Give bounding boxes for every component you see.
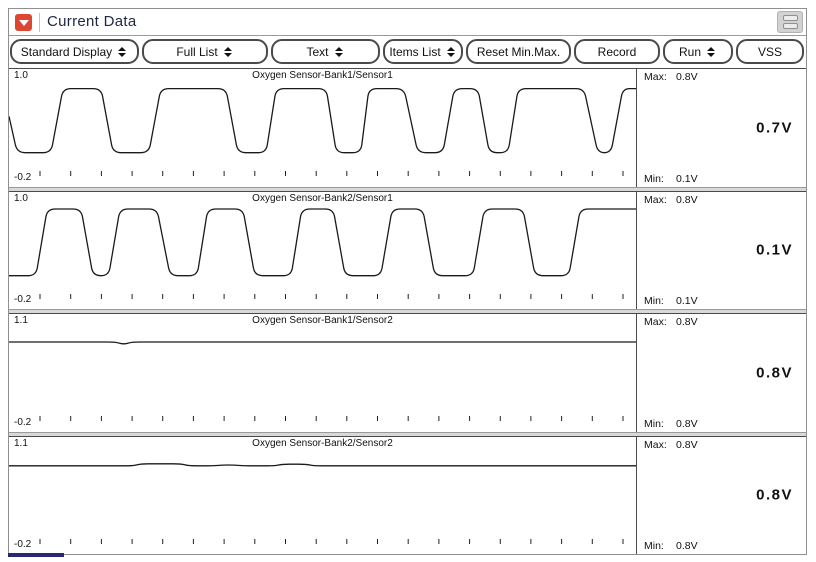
waveform-chart: 1.0 Oxygen Sensor-Bank2/Sensor1 -0.2 bbox=[9, 192, 636, 310]
app-window: Current Data Standard Display Full List Te… bbox=[8, 8, 807, 557]
chevron-down-icon bbox=[18, 20, 29, 26]
toolbar: Standard Display Full List Text Items List R… bbox=[9, 36, 806, 67]
sensor-panel-oxygen-sensor-bank2-sensor1: 1.0 Oxygen Sensor-Bank2/Sensor1 -0.2 Max: 0.… bbox=[9, 190, 806, 310]
max-readout: Max: 0.8V bbox=[644, 194, 698, 206]
page-title: Current Data bbox=[47, 13, 137, 30]
up-down-arrows-icon bbox=[118, 46, 127, 57]
max-value: 0.8V bbox=[676, 193, 698, 206]
toolbar-button-standard-display[interactable]: Standard Display bbox=[10, 39, 139, 64]
toolbar-button-items-list[interactable]: Items List bbox=[383, 39, 463, 64]
min-readout: Min: 0.8V bbox=[644, 540, 698, 552]
min-value: 0.1V bbox=[676, 172, 698, 185]
max-readout: Max: 0.8V bbox=[644, 439, 698, 451]
chart-title: Oxygen Sensor-Bank1/Sensor1 bbox=[252, 70, 393, 81]
titlebar: Current Data bbox=[9, 9, 806, 36]
min-label: Min: bbox=[644, 540, 664, 552]
min-value: 0.1V bbox=[676, 295, 698, 307]
x-axis-ticks bbox=[39, 293, 624, 299]
max-label: Max: bbox=[644, 193, 667, 206]
y-axis-max-label: 1.1 bbox=[14, 315, 28, 326]
page-bar-icon bbox=[782, 15, 798, 21]
min-value: 0.8V bbox=[676, 417, 698, 430]
min-readout: Min: 0.1V bbox=[644, 295, 698, 307]
max-label: Max: bbox=[644, 438, 667, 451]
max-readout: Max: 0.8V bbox=[644, 71, 698, 83]
page-bar-icon bbox=[782, 23, 798, 29]
up-down-arrows-icon bbox=[223, 46, 232, 57]
stacked-pages-icon[interactable] bbox=[777, 11, 803, 33]
current-value: 0.7V bbox=[756, 119, 793, 137]
button-label: Record bbox=[597, 44, 637, 59]
button-label: Run bbox=[678, 44, 701, 59]
x-axis-ticks bbox=[39, 416, 624, 421]
toolbar-button-full-list[interactable]: Full List bbox=[142, 39, 268, 64]
panels-area: 1.0 Oxygen Sensor-Bank1/Sensor1 -0.2 Max: 0.… bbox=[9, 68, 806, 554]
sensor-panel-oxygen-sensor-bank1-sensor2: 1.1 Oxygen Sensor-Bank1/Sensor2 -0.2 Max: 0.… bbox=[9, 313, 806, 432]
waveform-svg bbox=[9, 207, 636, 299]
x-axis-ticks bbox=[39, 171, 624, 176]
sensor-panel-oxygen-sensor-bank2-sensor2: 1.1 Oxygen Sensor-Bank2/Sensor2 -0.2 Max: 0.… bbox=[9, 435, 806, 555]
toolbar-button-reset-min-max[interactable]: Reset Min.Max. bbox=[466, 39, 571, 64]
button-label: Standard Display bbox=[20, 44, 113, 59]
max-value: 0.8V bbox=[676, 438, 698, 451]
toolbar-button-text[interactable]: Text bbox=[271, 39, 380, 64]
value-readout: Max: 0.8V 0.8V Min: 0.8V bbox=[636, 436, 806, 554]
value-readout: Max: 0.8V 0.8V Min: 0.8V bbox=[636, 314, 806, 432]
button-label: Items List bbox=[389, 44, 441, 59]
min-label: Min: bbox=[644, 295, 664, 307]
current-value: 0.8V bbox=[756, 364, 793, 382]
min-value: 0.8V bbox=[676, 540, 698, 552]
waveform-svg bbox=[9, 341, 636, 421]
waveform-svg bbox=[9, 87, 636, 176]
current-value: 0.8V bbox=[756, 486, 793, 504]
waveform-chart: 1.1 Oxygen Sensor-Bank2/Sensor2 -0.2 bbox=[9, 437, 636, 555]
y-axis-max-label: 1.0 bbox=[14, 70, 28, 81]
max-value: 0.8V bbox=[676, 71, 698, 83]
button-label: VSS bbox=[757, 44, 782, 59]
max-readout: Max: 0.8V bbox=[644, 316, 698, 328]
titlebar-divider bbox=[39, 13, 40, 32]
max-value: 0.8V bbox=[676, 316, 698, 328]
panel-separator bbox=[9, 309, 806, 313]
min-readout: Min: 0.8V bbox=[644, 418, 698, 430]
up-down-arrows-icon bbox=[334, 46, 343, 57]
chart-title: Oxygen Sensor-Bank2/Sensor2 bbox=[252, 437, 393, 449]
waveform-chart: 1.0 Oxygen Sensor-Bank1/Sensor1 -0.2 bbox=[9, 69, 636, 187]
y-axis-max-label: 1.1 bbox=[14, 437, 28, 449]
red-dropdown-icon[interactable] bbox=[15, 14, 32, 31]
up-down-arrows-icon bbox=[707, 46, 715, 57]
panel-separator bbox=[9, 186, 806, 191]
x-axis-ticks bbox=[39, 538, 624, 544]
y-axis-min-label: -0.2 bbox=[14, 171, 32, 183]
max-label: Max: bbox=[644, 71, 667, 83]
sensor-panel-oxygen-sensor-bank1-sensor1: 1.0 Oxygen Sensor-Bank1/Sensor1 -0.2 Max: 0.… bbox=[9, 68, 806, 187]
button-label: Reset Min.Max. bbox=[476, 44, 561, 59]
up-down-arrows-icon bbox=[446, 46, 455, 57]
button-label: Full List bbox=[176, 44, 218, 59]
min-readout: Min: 0.1V bbox=[644, 173, 698, 185]
panel-separator bbox=[9, 431, 806, 436]
button-label: Text bbox=[306, 44, 329, 59]
toolbar-button-record[interactable]: Record bbox=[574, 39, 660, 64]
max-label: Max: bbox=[644, 316, 667, 328]
min-label: Min: bbox=[644, 172, 664, 185]
value-readout: Max: 0.8V 0.7V Min: 0.1V bbox=[636, 69, 806, 187]
current-value: 0.1V bbox=[756, 241, 793, 259]
waveform-svg bbox=[9, 462, 636, 544]
toolbar-button-run[interactable]: Run bbox=[663, 39, 733, 64]
value-readout: Max: 0.8V 0.1V Min: 0.1V bbox=[636, 191, 806, 309]
chart-title: Oxygen Sensor-Bank1/Sensor2 bbox=[252, 315, 393, 326]
waveform-chart: 1.1 Oxygen Sensor-Bank1/Sensor2 -0.2 bbox=[9, 314, 636, 432]
chart-title: Oxygen Sensor-Bank2/Sensor1 bbox=[252, 192, 393, 204]
y-axis-min-label: -0.2 bbox=[14, 294, 32, 305]
y-axis-min-label: -0.2 bbox=[14, 539, 32, 550]
y-axis-min-label: -0.2 bbox=[14, 416, 32, 428]
toolbar-button-vss[interactable]: VSS bbox=[736, 39, 804, 64]
min-label: Min: bbox=[644, 417, 664, 430]
selection-underline bbox=[8, 553, 64, 557]
y-axis-max-label: 1.0 bbox=[14, 192, 28, 204]
